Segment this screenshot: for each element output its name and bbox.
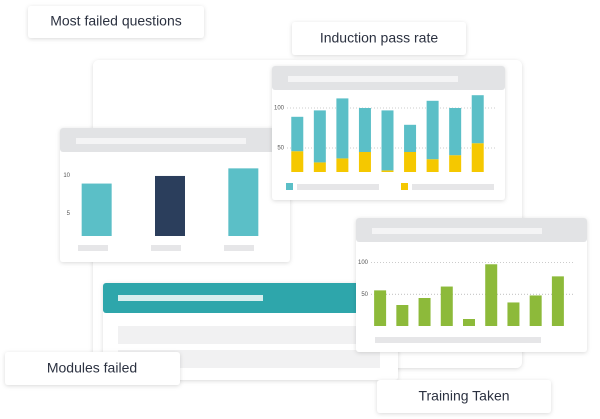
bar <box>440 286 453 326</box>
bar <box>396 305 409 326</box>
bar <box>418 298 431 326</box>
y-tick-label: 50 <box>277 146 284 152</box>
bar-segment <box>426 159 439 172</box>
bar <box>529 295 542 326</box>
bar-segment <box>426 100 439 160</box>
label: Induction pass rate <box>320 30 439 46</box>
label-box: Induction pass rate <box>292 22 466 55</box>
label: Most failed questions <box>50 13 182 29</box>
y-tick-label: 100 <box>274 106 285 112</box>
bar <box>228 168 259 236</box>
training-card <box>356 218 587 352</box>
bar <box>551 276 564 326</box>
y-tick-label: 50 <box>361 292 368 298</box>
bar-segment <box>291 116 304 152</box>
teal-card <box>103 283 398 380</box>
bar-segment <box>291 151 304 172</box>
y-tick-label: 10 <box>63 173 70 179</box>
bar-segment <box>471 95 484 144</box>
bar <box>81 183 112 236</box>
bar-segment <box>313 110 326 163</box>
bar-segment <box>449 108 462 156</box>
charts: 5 10 50 100 50 100 <box>63 95 573 326</box>
bar-segment <box>336 98 349 159</box>
bar-segment <box>404 124 417 152</box>
label: Training Taken <box>418 388 509 404</box>
bar-segment <box>336 158 349 172</box>
y-tick-label: 5 <box>67 211 71 217</box>
bar <box>374 290 387 326</box>
bar-segment <box>449 155 462 172</box>
bar-segment <box>313 162 326 172</box>
bar-segment <box>358 152 371 172</box>
bar-segment <box>381 110 394 171</box>
bar <box>507 302 520 326</box>
bar-segment <box>381 170 394 172</box>
bar <box>485 264 498 326</box>
label-box: Most failed questions <box>28 6 204 38</box>
label-box: Training Taken <box>377 380 551 413</box>
bar <box>155 175 185 236</box>
bar-segment <box>404 152 417 172</box>
bar-segment <box>358 108 371 152</box>
bar-segment <box>471 143 484 172</box>
label: Modules failed <box>47 360 137 376</box>
bar <box>463 319 475 326</box>
label-box: Modules failed <box>5 352 180 385</box>
y-tick-label: 100 <box>358 260 369 266</box>
